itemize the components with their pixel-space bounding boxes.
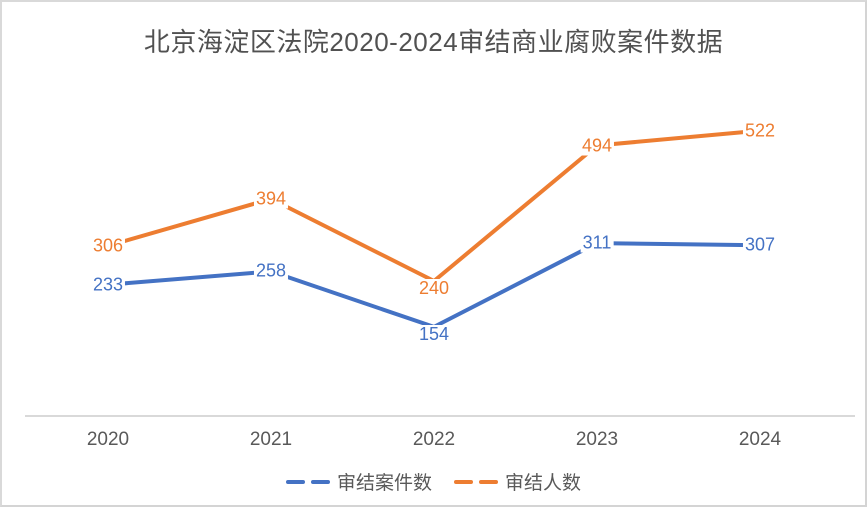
legend: 审结案件数 审结人数 — [2, 468, 865, 495]
x-tick-label-2023: 2023 — [575, 429, 619, 450]
x-tick-label-2020: 2020 — [86, 429, 130, 450]
data-label-0-2022: 154 — [416, 323, 452, 344]
legend-label-0: 审结案件数 — [336, 473, 432, 494]
chart-title: 北京海淀区法院2020-2024审结商业腐败案件数据 — [143, 27, 724, 57]
legend-dash-marker-icon — [454, 479, 498, 484]
data-label-1-2022: 240 — [416, 278, 452, 298]
x-tick-label-2021: 2021 — [249, 429, 293, 450]
legend-dash — [310, 479, 330, 484]
legend-dash — [454, 479, 473, 484]
legend-dash-marker-icon — [285, 479, 330, 484]
data-label-1-2023: 494 — [579, 135, 615, 156]
legend-item-0: 审结案件数 — [285, 468, 432, 495]
data-label-0-2020: 233 — [90, 274, 126, 295]
legend-item-1: 审结人数 — [454, 468, 581, 495]
data-label-1-2021: 394 — [253, 188, 289, 209]
legend-dash — [285, 479, 305, 484]
data-label-1-2020: 306 — [90, 235, 126, 256]
series-line-1 — [106, 128, 762, 283]
legend-dash — [479, 479, 498, 484]
data-label-0-2021: 258 — [253, 260, 289, 281]
x-tick-label-2022: 2022 — [412, 429, 456, 450]
data-label-0-2023: 311 — [580, 232, 614, 253]
data-label-0-2024: 307 — [742, 234, 778, 255]
legend-label-1: 审结人数 — [505, 473, 582, 494]
x-tick-label-2024: 2024 — [738, 429, 782, 450]
data-label-1-2024: 522 — [742, 120, 778, 141]
